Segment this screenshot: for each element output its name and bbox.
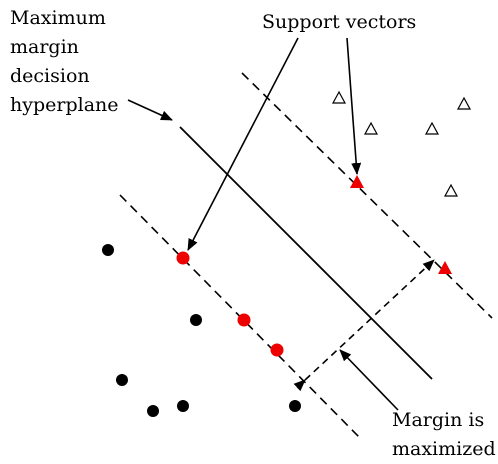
class-dot-point <box>289 400 301 412</box>
margin-width-arrow <box>293 259 435 392</box>
class-triangle-point <box>363 121 379 135</box>
class-dot-point <box>177 400 189 412</box>
hyperplane-label-line: hyperplane <box>10 94 119 116</box>
hyperplane-label: Maximum margin decision hyperplane <box>10 7 119 116</box>
support-vectors-label: Support vectors <box>262 11 416 33</box>
margin-label-line: Margin is <box>392 409 484 431</box>
support-vector-triangle <box>350 175 364 188</box>
class-dot-point <box>190 314 202 326</box>
class-triangle-point <box>331 90 347 104</box>
support-vector-dot <box>270 343 284 357</box>
support-vector-dot <box>237 313 251 327</box>
hyperplane-label-line: Maximum <box>10 7 106 29</box>
upper-margin-line <box>241 72 493 319</box>
support-vector-arrow-triangle <box>346 37 362 175</box>
margin-label: Margin is maximized <box>392 409 496 460</box>
decision-hyperplane-line <box>179 126 433 380</box>
support-vector-dot <box>176 251 190 265</box>
class-triangle-point <box>456 96 472 110</box>
class-dot-point <box>147 405 159 417</box>
support-vector-arrow-circle <box>187 37 299 251</box>
hyperplane-label-line: decision <box>10 65 90 87</box>
class-triangle-point <box>424 121 440 135</box>
hyperplane-pointer-arrow <box>127 99 173 121</box>
class-dot-point <box>102 244 114 256</box>
support-vector-triangle <box>438 261 452 274</box>
margin-pointer-arrow <box>339 349 399 411</box>
hyperplane-label-line: margin <box>10 36 79 58</box>
margin-label-line: maximized <box>392 438 496 460</box>
class-triangle-point <box>443 183 459 197</box>
class-dot-point <box>116 374 128 386</box>
